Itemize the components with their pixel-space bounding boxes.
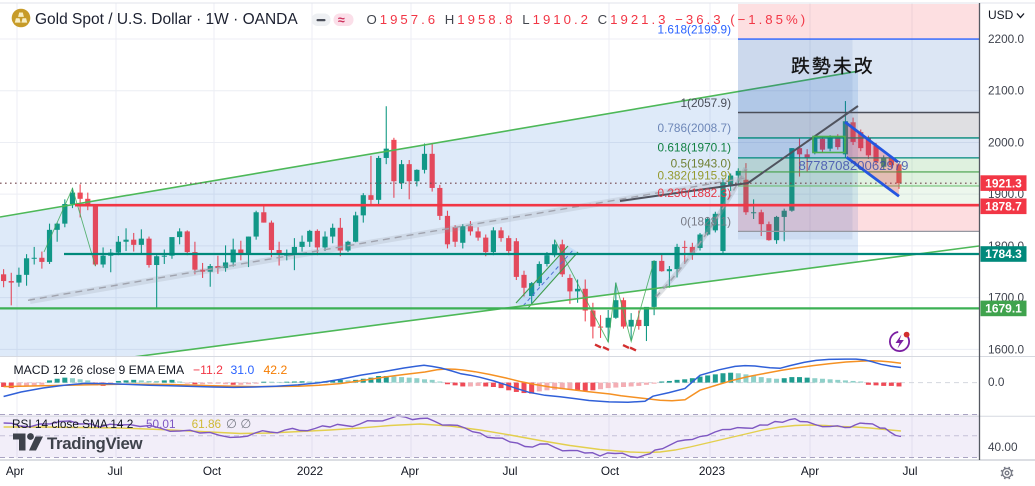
svg-text:Gold Spot / U.S. Dollar · 1W ·: Gold Spot / U.S. Dollar · 1W · OANDA <box>35 11 298 28</box>
svg-text:Jul: Jul <box>107 464 122 478</box>
svg-text:2023: 2023 <box>699 464 726 478</box>
svg-text:Apr: Apr <box>801 464 819 478</box>
svg-text:Oct: Oct <box>601 464 620 478</box>
svg-text:0.382(1915.9): 0.382(1915.9) <box>658 169 732 183</box>
svg-text:O1957.6 H1958.8 L1910.2 C1921.: O1957.6 H1958.8 L1910.2 C1921.3 −36.3 (−… <box>367 12 809 27</box>
svg-text:1600.0: 1600.0 <box>988 342 1025 356</box>
svg-text:1(2057.9): 1(2057.9) <box>681 96 732 110</box>
svg-text:40.00: 40.00 <box>988 440 1018 454</box>
svg-text:50.01: 50.01 <box>146 417 176 431</box>
svg-text:0.5(1943.0): 0.5(1943.0) <box>671 157 731 171</box>
svg-text:2022: 2022 <box>297 464 323 478</box>
svg-text:0.236(1882.3): 0.236(1882.3) <box>658 186 732 200</box>
svg-text:TradingView: TradingView <box>47 434 143 453</box>
svg-text:877870820062979: 877870820062979 <box>799 158 909 173</box>
svg-text:Oct: Oct <box>203 464 222 478</box>
svg-text:0(1828.1): 0(1828.1) <box>681 215 732 229</box>
svg-text:0.0: 0.0 <box>988 375 1005 389</box>
svg-text:2100.0: 2100.0 <box>988 84 1025 98</box>
svg-text:1878.7: 1878.7 <box>985 200 1022 214</box>
svg-text:Jul: Jul <box>502 464 517 478</box>
svg-text:USD: USD <box>988 8 1014 22</box>
svg-text:2200.0: 2200.0 <box>988 32 1025 46</box>
svg-text:Apr: Apr <box>6 464 24 478</box>
svg-text:∅ ∅: ∅ ∅ <box>226 417 251 431</box>
svg-text:1679.1: 1679.1 <box>985 302 1022 316</box>
svg-text:0.618(1970.1): 0.618(1970.1) <box>658 141 732 155</box>
svg-text:2000.0: 2000.0 <box>988 135 1025 149</box>
svg-text:42.2: 42.2 <box>264 363 288 377</box>
svg-text:0.786(2008.7): 0.786(2008.7) <box>658 121 732 135</box>
svg-text:1784.3: 1784.3 <box>985 247 1022 261</box>
svg-text:1.618(2199.9): 1.618(2199.9) <box>658 23 732 37</box>
svg-text:≈: ≈ <box>338 13 345 27</box>
svg-text:Apr: Apr <box>401 464 419 478</box>
svg-text:Jul: Jul <box>902 464 917 478</box>
svg-text:61.86: 61.86 <box>192 417 222 431</box>
svg-text:RSI 14 close SMA 14 2: RSI 14 close SMA 14 2 <box>12 417 133 431</box>
svg-text:−11.2: −11.2 <box>193 363 223 377</box>
svg-text:MACD 12 26 close 9 EMA EMA: MACD 12 26 close 9 EMA EMA <box>14 363 186 377</box>
svg-text:1921.3: 1921.3 <box>985 176 1022 190</box>
svg-text:31.0: 31.0 <box>231 363 255 377</box>
